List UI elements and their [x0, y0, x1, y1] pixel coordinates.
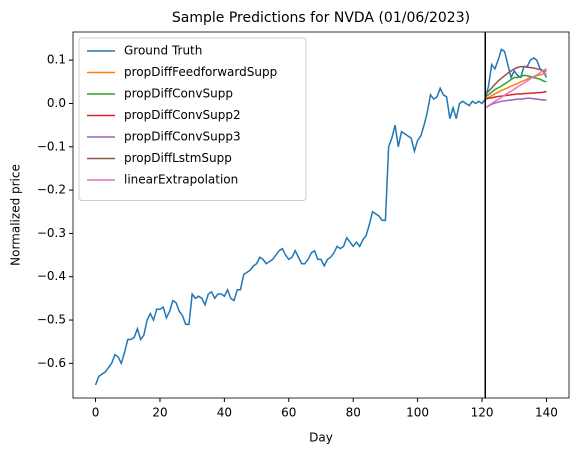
x-tick-label: 60 — [281, 406, 296, 420]
y-tick-label: −0.1 — [37, 139, 66, 153]
x-tick-label: 120 — [471, 406, 494, 420]
legend-label: propDiffLstmSupp — [124, 151, 232, 165]
y-tick-label: −0.3 — [37, 226, 66, 240]
legend-label: propDiffConvSupp2 — [124, 108, 241, 122]
x-tick-label: 140 — [535, 406, 558, 420]
y-tick-label: 0.0 — [47, 96, 66, 110]
legend-box — [78, 37, 307, 201]
x-tick-label: 80 — [346, 406, 361, 420]
y-tick-label: −0.6 — [37, 356, 66, 370]
plot-frame — [72, 31, 570, 399]
legend-label: propDiffConvSupp — [124, 87, 233, 101]
y-tick-label: −0.2 — [37, 183, 66, 197]
series-line — [484, 68, 547, 109]
legend-label: propDiffFeedforwardSupp — [124, 65, 277, 79]
series-line — [484, 65, 547, 96]
series-line — [94, 48, 548, 386]
x-tick-label: 20 — [152, 406, 167, 420]
x-tick-label: 0 — [92, 406, 100, 420]
legend-label: linearExtrapolation — [124, 173, 238, 187]
y-tick-label: 0.1 — [47, 53, 66, 67]
series-line — [485, 90, 547, 100]
legend-label: propDiffConvSupp3 — [124, 130, 241, 144]
x-tick-label: 100 — [406, 406, 429, 420]
y-tick-label: −0.4 — [37, 269, 66, 283]
y-tick-label: −0.5 — [37, 313, 66, 327]
x-axis-label: Day — [309, 431, 333, 445]
y-axis-label: Normalized price — [9, 164, 23, 266]
series-line — [484, 74, 547, 98]
legend-label: Ground Truth — [124, 44, 202, 58]
x-tick-label: 40 — [217, 406, 232, 420]
chart-title: Sample Predictions for NVDA (01/06/2023) — [172, 10, 470, 26]
series-line — [484, 97, 547, 109]
